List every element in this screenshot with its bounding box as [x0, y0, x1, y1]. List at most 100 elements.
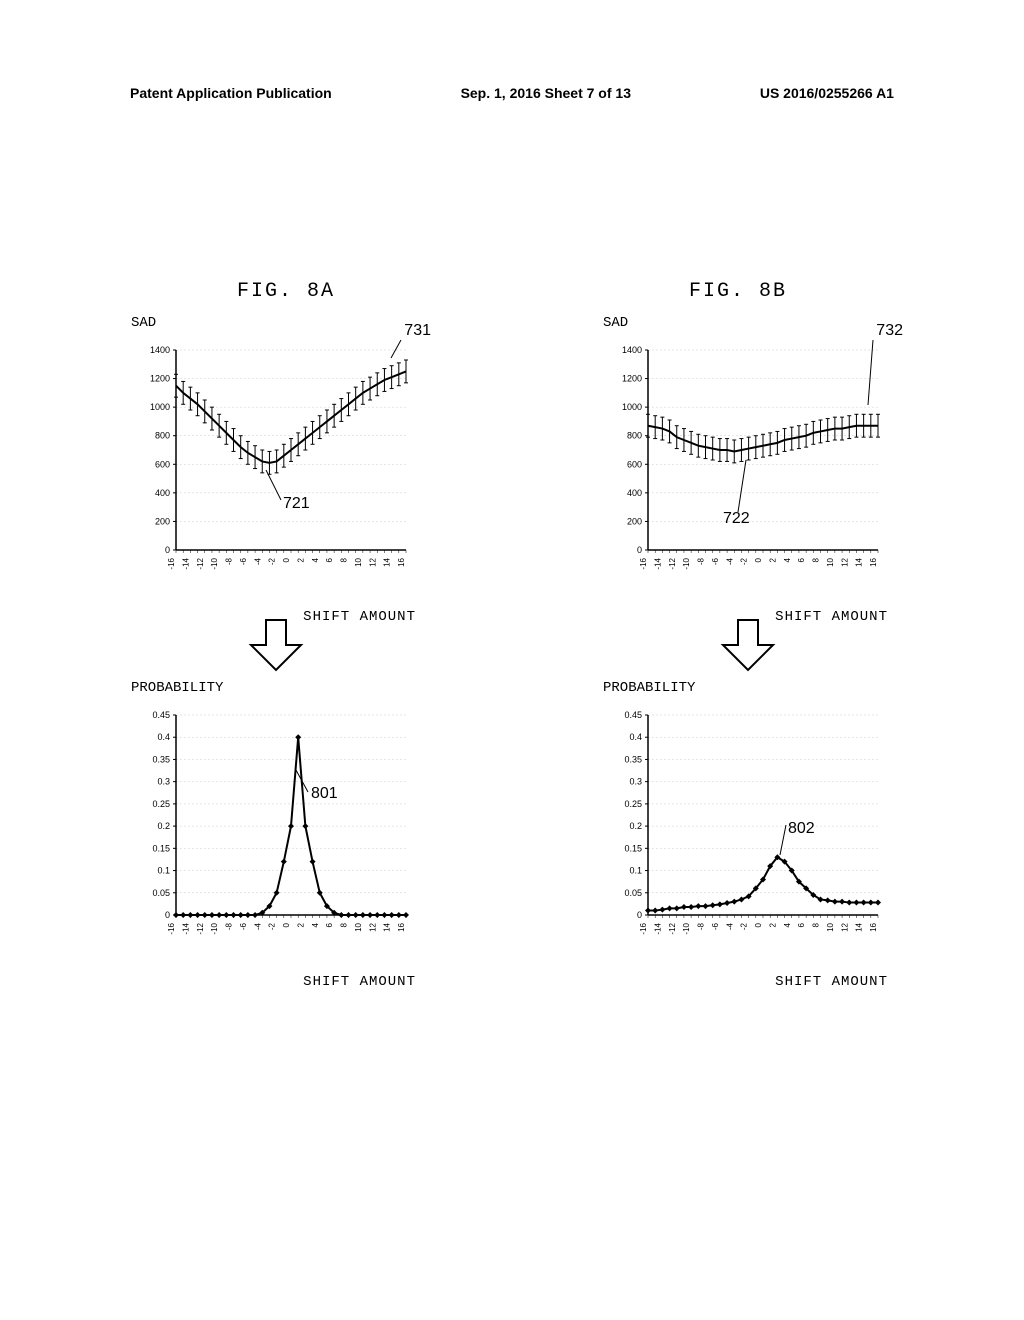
svg-text:4: 4: [311, 922, 320, 927]
svg-text:0: 0: [754, 922, 763, 927]
svg-text:-8: -8: [225, 557, 234, 565]
svg-text:14: 14: [855, 557, 864, 566]
svg-text:200: 200: [155, 516, 170, 526]
callout-732: 732: [876, 322, 903, 340]
svg-text:16: 16: [869, 922, 878, 931]
svg-text:8: 8: [812, 922, 821, 927]
svg-text:-16: -16: [167, 922, 176, 934]
svg-text:-6: -6: [711, 922, 720, 930]
svg-text:2: 2: [296, 557, 305, 562]
column-a: SAD 0200400600800100012001400-16-14-12-1…: [61, 340, 491, 955]
svg-text:0.15: 0.15: [624, 843, 642, 853]
arrow-icon: [718, 615, 778, 675]
svg-text:-16: -16: [639, 922, 648, 934]
svg-text:6: 6: [325, 557, 334, 562]
svg-text:0: 0: [165, 910, 170, 920]
svg-text:0.3: 0.3: [629, 777, 642, 787]
svg-text:-14: -14: [181, 557, 190, 569]
callout-802: 802: [788, 820, 815, 838]
svg-text:600: 600: [627, 459, 642, 469]
svg-text:-10: -10: [210, 922, 219, 934]
svg-text:1000: 1000: [622, 402, 642, 412]
svg-text:0.1: 0.1: [629, 866, 642, 876]
svg-text:0: 0: [282, 922, 291, 927]
svg-text:0.25: 0.25: [624, 799, 642, 809]
svg-text:16: 16: [397, 557, 406, 566]
svg-text:0.05: 0.05: [624, 888, 642, 898]
svg-text:12: 12: [368, 557, 377, 566]
svg-text:400: 400: [155, 488, 170, 498]
svg-text:10: 10: [354, 922, 363, 931]
svg-text:8: 8: [812, 557, 821, 562]
svg-text:-2: -2: [740, 557, 749, 565]
svg-text:-12: -12: [668, 922, 677, 934]
svg-text:-12: -12: [668, 557, 677, 569]
svg-text:6: 6: [797, 922, 806, 927]
svg-text:14: 14: [855, 922, 864, 931]
svg-text:-14: -14: [653, 922, 662, 934]
prob-a-xlabel: SHIFT AMOUNT: [303, 974, 416, 990]
svg-text:-14: -14: [653, 557, 662, 569]
svg-text:14: 14: [383, 557, 392, 566]
svg-text:12: 12: [368, 922, 377, 931]
svg-text:10: 10: [826, 557, 835, 566]
prob-a-svg: 00.050.10.150.20.250.30.350.40.45-16-14-…: [136, 705, 416, 955]
svg-text:1400: 1400: [150, 345, 170, 355]
svg-text:4: 4: [783, 922, 792, 927]
page-header: Patent Application Publication Sep. 1, 2…: [0, 85, 1024, 101]
svg-text:-6: -6: [239, 922, 248, 930]
header-center: Sep. 1, 2016 Sheet 7 of 13: [461, 85, 631, 101]
svg-text:0: 0: [754, 557, 763, 562]
svg-text:0.45: 0.45: [152, 710, 170, 720]
svg-text:6: 6: [797, 557, 806, 562]
svg-text:-6: -6: [239, 557, 248, 565]
svg-text:0.4: 0.4: [629, 732, 642, 742]
svg-text:0.25: 0.25: [152, 799, 170, 809]
svg-text:-16: -16: [639, 557, 648, 569]
svg-text:-8: -8: [697, 922, 706, 930]
chart-prob-a: PROBABILITY 00.050.10.150.20.250.30.350.…: [136, 705, 416, 955]
svg-text:800: 800: [155, 431, 170, 441]
svg-text:1200: 1200: [622, 374, 642, 384]
svg-text:-2: -2: [740, 922, 749, 930]
svg-text:2: 2: [296, 922, 305, 927]
svg-text:600: 600: [155, 459, 170, 469]
svg-text:0.4: 0.4: [157, 732, 170, 742]
svg-text:4: 4: [311, 557, 320, 562]
svg-text:0.35: 0.35: [624, 754, 642, 764]
svg-text:1000: 1000: [150, 402, 170, 412]
arrow-icon: [246, 615, 306, 675]
callout-721: 721: [283, 495, 310, 513]
svg-text:4: 4: [783, 557, 792, 562]
sad-a-xlabel: SHIFT AMOUNT: [303, 609, 416, 625]
svg-text:-4: -4: [253, 557, 262, 565]
prob-a-ylabel: PROBABILITY: [131, 680, 223, 696]
svg-text:0.45: 0.45: [624, 710, 642, 720]
svg-text:10: 10: [826, 922, 835, 931]
svg-text:0: 0: [165, 545, 170, 555]
svg-text:800: 800: [627, 431, 642, 441]
column-b: SAD 0200400600800100012001400-16-14-12-1…: [533, 340, 963, 955]
sad-b-xlabel: SHIFT AMOUNT: [775, 609, 888, 625]
svg-text:12: 12: [840, 557, 849, 566]
svg-text:-4: -4: [725, 922, 734, 930]
svg-text:1400: 1400: [622, 345, 642, 355]
svg-text:12: 12: [840, 922, 849, 931]
svg-text:-12: -12: [196, 557, 205, 569]
svg-text:14: 14: [383, 922, 392, 931]
callout-731: 731: [404, 322, 431, 340]
svg-text:-8: -8: [697, 557, 706, 565]
fig-8a-label: FIG. 8A: [237, 280, 335, 303]
svg-text:10: 10: [354, 557, 363, 566]
svg-text:2: 2: [768, 557, 777, 562]
svg-text:-2: -2: [268, 922, 277, 930]
svg-text:8: 8: [340, 557, 349, 562]
sad-a-svg: 0200400600800100012001400-16-14-12-10-8-…: [136, 340, 416, 590]
svg-text:0: 0: [282, 557, 291, 562]
callout-722: 722: [723, 510, 750, 528]
fig-8b-label: FIG. 8B: [689, 280, 787, 303]
svg-text:-10: -10: [210, 557, 219, 569]
svg-text:-8: -8: [225, 922, 234, 930]
header-left: Patent Application Publication: [130, 85, 332, 101]
sad-b-ylabel: SAD: [603, 315, 628, 331]
